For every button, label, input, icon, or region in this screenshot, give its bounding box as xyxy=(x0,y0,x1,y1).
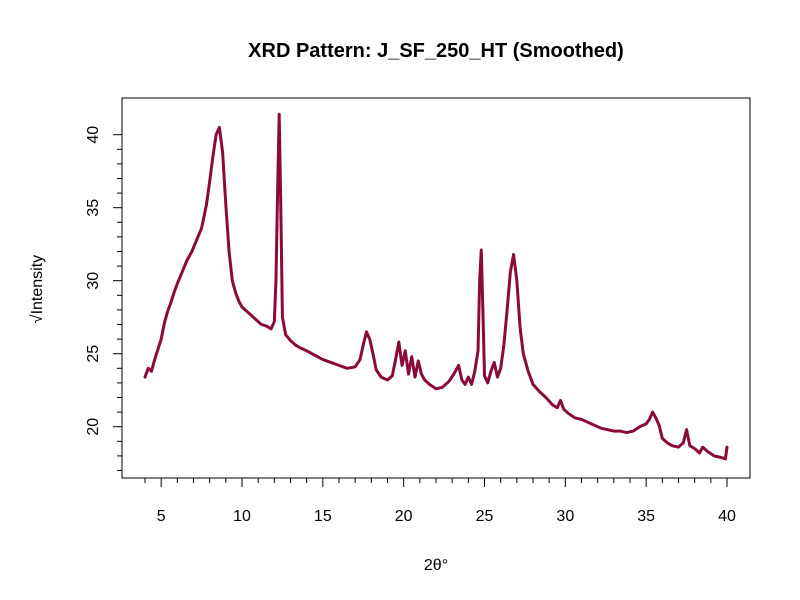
y-tick-label: 20 xyxy=(85,418,102,436)
y-axis: 20 25 30 35 40 xyxy=(85,126,123,471)
y-tick-label: 30 xyxy=(85,272,102,290)
x-tick-label: 5 xyxy=(157,508,166,525)
y-tick-label: 35 xyxy=(85,199,102,217)
x-tick-label: 10 xyxy=(233,508,251,525)
y-tick-label: 25 xyxy=(85,345,102,363)
xrd-series-line xyxy=(143,112,729,461)
x-axis: 5 10 15 20 25 30 35 40 xyxy=(144,477,736,525)
y-axis-label: √Intensity xyxy=(29,255,46,323)
x-tick-label: 20 xyxy=(395,508,413,525)
chart-title: XRD Pattern: J_SF_250_HT (Smoothed) xyxy=(248,40,624,62)
y-tick-label: 40 xyxy=(85,126,102,144)
x-tick-label: 30 xyxy=(556,508,574,525)
x-tick-label: 35 xyxy=(637,508,655,525)
x-tick-label: 15 xyxy=(314,508,332,525)
x-tick-label: 25 xyxy=(476,508,494,525)
x-tick-label: 40 xyxy=(718,508,736,525)
x-axis-label: 2θ° xyxy=(424,557,448,574)
